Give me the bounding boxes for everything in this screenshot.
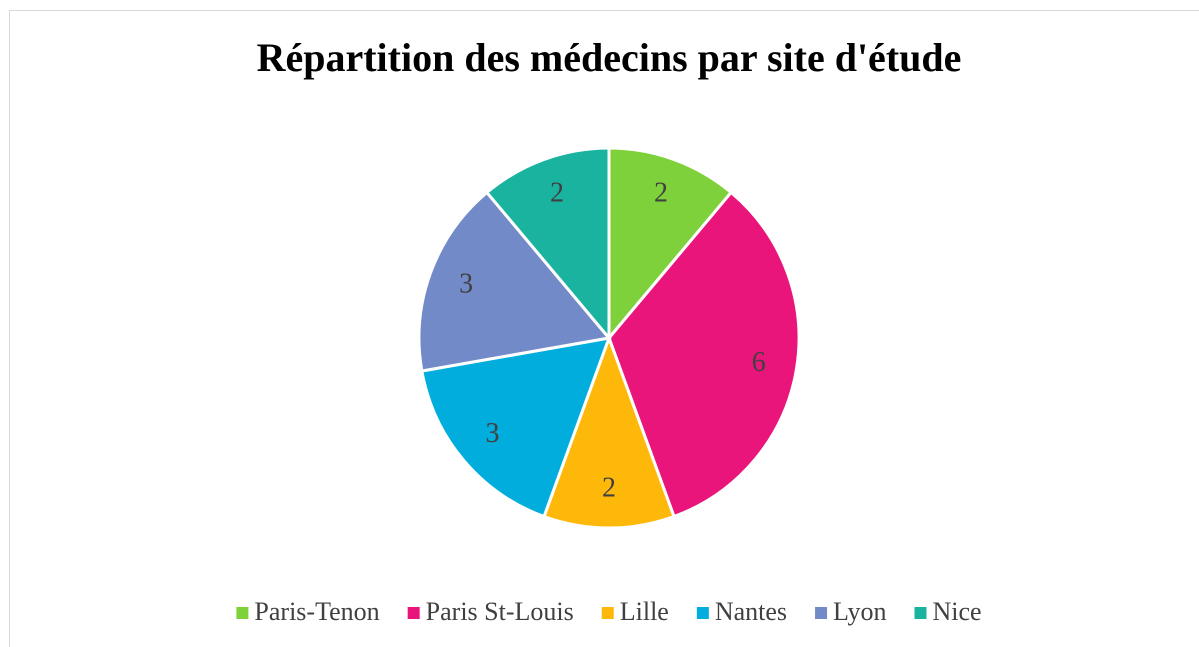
legend-swatch [914, 607, 927, 619]
data-label: 2 [654, 178, 668, 209]
legend-label: Nantes [715, 597, 787, 626]
data-label: 2 [602, 472, 616, 503]
legend-swatch [815, 607, 828, 619]
legend-swatch [236, 607, 249, 619]
legend-swatch [601, 607, 614, 619]
chart-title: Répartition des médecins par site d'étud… [257, 35, 962, 80]
pie-slice [484, 146, 611, 343]
legend-label: Lyon [833, 597, 886, 626]
legend-label: Paris-Tenon [254, 597, 379, 626]
legend-swatch [696, 607, 709, 619]
legend-label: Paris St-Louis [426, 597, 574, 626]
legend-label: Nice [933, 597, 982, 626]
pie-slice [607, 146, 734, 343]
pie-slice [417, 190, 612, 373]
legend-label: Lille [620, 597, 669, 626]
pie-slice [542, 333, 676, 530]
data-label: 3 [459, 268, 473, 299]
data-label: 6 [752, 347, 766, 378]
legend-swatch [407, 607, 420, 619]
data-label: 2 [550, 178, 564, 209]
pie-slice [420, 336, 612, 519]
pie-slice [607, 190, 801, 519]
data-label: 3 [486, 418, 500, 449]
